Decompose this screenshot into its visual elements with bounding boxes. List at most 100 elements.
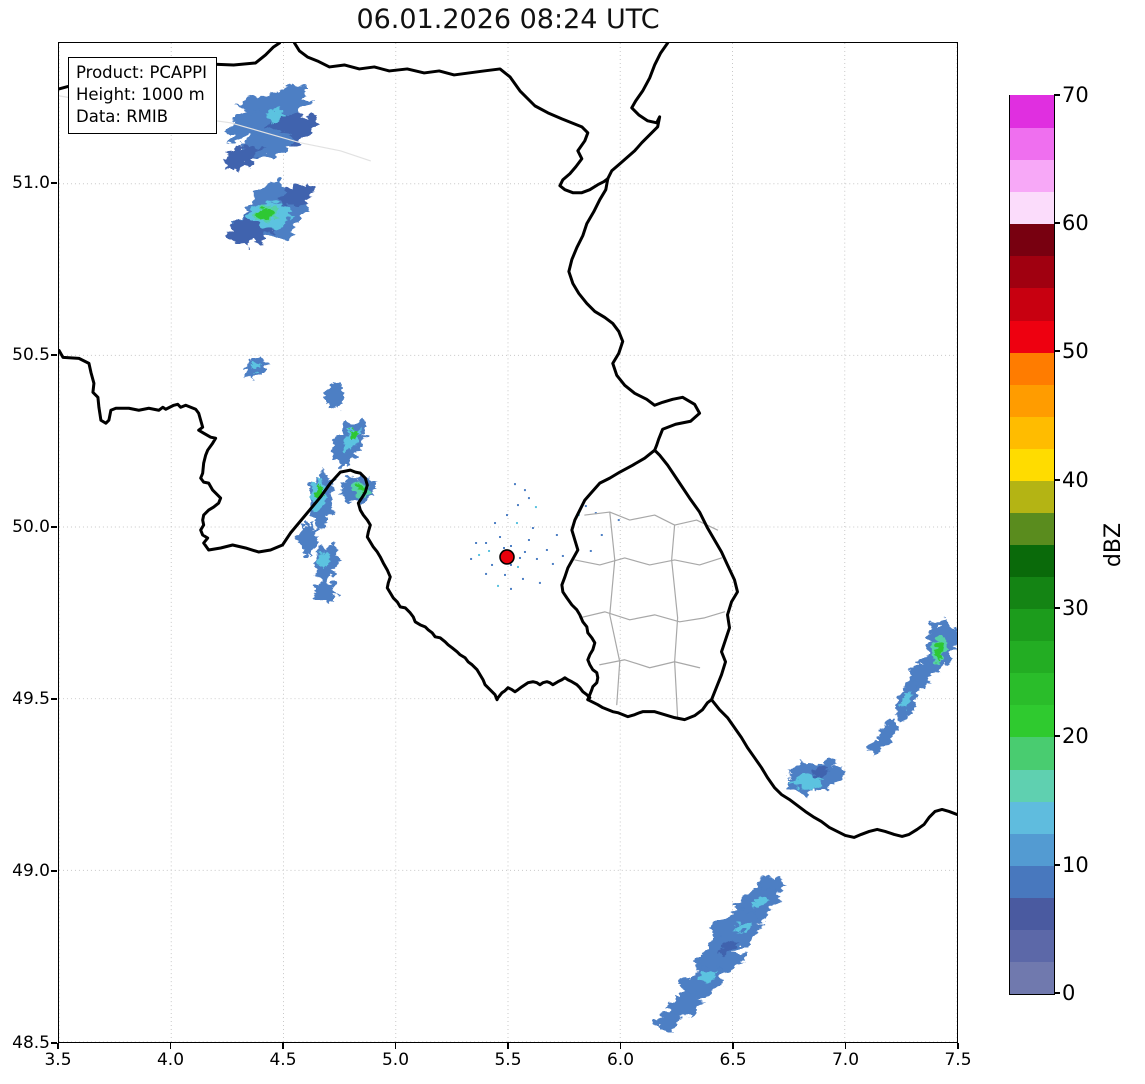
clutter-dot [491,563,494,566]
colorbar-segment [1010,159,1054,193]
clutter-dot [509,587,512,590]
colorbar-segment [1010,961,1054,994]
canton-border-line [609,511,621,706]
x-tick-label: 4.0 [156,1050,185,1070]
clutter-dot [485,542,488,544]
y-tick-mark [51,182,57,184]
radar-echo [220,142,263,170]
x-tick-mark [282,1043,284,1049]
y-tick-label: 49.0 [12,861,50,881]
radar-echo [875,715,896,745]
info-data-source: Data: RMIB [76,106,169,126]
colorbar-segment [1010,929,1054,962]
x-tick-mark [957,1043,959,1049]
radar-echo [311,481,322,499]
colorbar-tick-label: 0 [1062,981,1076,1005]
colorbar-segment [1010,191,1054,225]
clutter-dot [494,522,497,525]
radar-echo [262,105,284,122]
y-tick-mark [51,698,57,700]
y-tick-label: 50.0 [12,517,50,537]
colorbar-tick-label: 50 [1062,339,1089,363]
colorbar-tick-label: 60 [1062,211,1089,235]
clutter-dot [513,483,516,486]
colorbar-unit-label: dBZ [1101,522,1126,568]
x-tick-label: 7.0 [831,1050,860,1070]
radar-echo [650,1010,680,1030]
y-tick-label: 50.5 [12,345,50,365]
clutter-dot [516,504,519,507]
colorbar-segment [1010,608,1054,642]
x-tick-label: 6.0 [606,1050,635,1070]
gridlines [59,43,957,1042]
clutter-dot [521,577,524,580]
colorbar-tick-label: 30 [1062,596,1089,620]
radar-echo [274,182,313,205]
country-border-line [292,43,610,195]
colorbar-segment [1010,544,1054,578]
clutter-dot [584,505,587,508]
colorbar-tick-mark [1054,992,1060,994]
x-tick-mark [732,1043,734,1049]
x-tick-label: 3.5 [44,1050,72,1070]
clutter-dot [518,556,521,559]
y-tick-mark [51,870,57,872]
x-tick-label: 5.0 [381,1050,410,1070]
radar-echo [321,381,343,409]
colorbar-segment [1010,672,1054,706]
clutter-dot [527,497,530,500]
canton-border-line [579,611,726,623]
clutter-dot [527,539,530,542]
clutter-dot [534,506,537,509]
colorbar-tick-mark [1054,864,1060,866]
canton-border-line [671,524,679,719]
clutter-dot [488,549,491,552]
clutter-dot [503,546,506,549]
colorbar-segment [1010,223,1054,257]
colorbar-segment [1010,736,1054,770]
country-border-line [710,698,957,839]
colorbar-tick-mark [1054,607,1060,609]
radar-echo [906,655,932,690]
canton-border-line [574,557,723,566]
radar-site-dot [499,549,515,565]
colorbar-segment [1010,801,1054,834]
x-tick-label: 4.5 [269,1050,297,1070]
clutter-dots [470,483,620,590]
colorbar-tick-mark [1054,222,1060,224]
radar-echo [254,204,273,219]
clutter-dot [478,553,481,556]
figure-title: 06.01.2026 08:24 UTC [356,4,660,35]
clutter-dot [497,584,500,587]
clutter-dot [551,562,554,565]
radar-echo [347,426,356,439]
x-tick-label: 5.5 [494,1050,522,1070]
clutter-dot [516,565,519,568]
x-tick-mark [57,1043,59,1049]
country-border-line [560,448,739,722]
x-tick-mark [844,1043,847,1049]
colorbar-segment [1010,352,1054,385]
x-tick-mark [619,1043,622,1049]
clutter-dot [589,549,592,552]
radar-echo [696,967,715,981]
x-tick-label: 6.5 [719,1050,747,1070]
radar-echo [714,938,737,955]
clutter-dot [523,489,526,492]
map-plot-area [58,42,958,1043]
x-tick-mark [507,1043,509,1049]
colorbar-segment [1010,319,1054,353]
colorbar-segment [1010,704,1054,738]
clutter-dot [515,522,518,525]
radar-echo [246,359,260,370]
radar-echo [311,576,338,603]
colorbar-tick-mark [1054,479,1060,481]
clutter-dot [504,573,507,576]
x-tick-mark [394,1043,397,1049]
clutter-dot [545,548,548,551]
colorbar-tick-mark [1054,94,1060,96]
radar-echo [662,987,703,1017]
clutter-dot [523,550,526,553]
info-product: Product: PCAPPI [76,63,207,82]
